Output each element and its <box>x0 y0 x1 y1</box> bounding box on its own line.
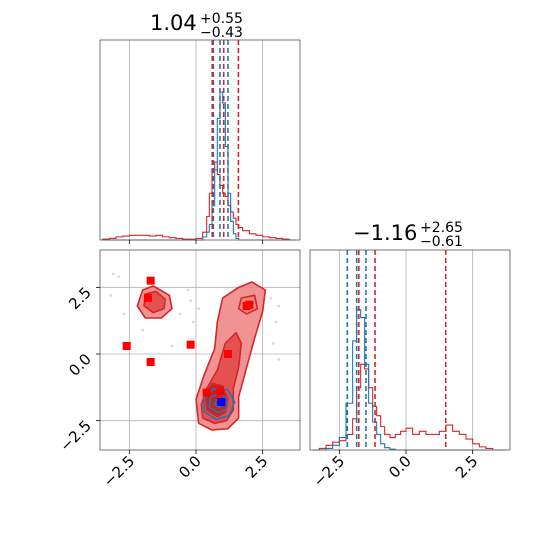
joint-red-square-2 <box>122 342 131 350</box>
joint-scatter-point-4 <box>178 312 182 316</box>
joint-scatter-point-12 <box>109 293 113 297</box>
joint-red-square-1 <box>144 294 152 302</box>
joint-scatter-point-7 <box>274 320 278 324</box>
joint-scatter-point-5 <box>191 320 195 324</box>
param2-xtick-label-2: 2.5 <box>452 452 482 482</box>
title-param1: 1.04 +0.55 −0.43 <box>150 8 248 41</box>
marginal-panel-param2: −2.5 0.0 2.5 <box>309 249 511 491</box>
joint-scatter-point-6 <box>277 304 281 308</box>
joint-ytick-label-1: 0.0 <box>65 350 95 380</box>
joint-scatter-point-15 <box>269 296 273 300</box>
param1-border <box>99 39 301 241</box>
joint-red-square-4 <box>186 340 195 349</box>
joint-blue-contour-1 <box>208 393 229 414</box>
joint-xtick-label-1: 0.0 <box>175 452 205 482</box>
joint-ytick-label-2: 2.5 <box>65 283 95 313</box>
joint-red-square-3 <box>146 358 155 366</box>
joint-panel: −2.5 0.0 2.5 −2.5 0.0 2.5 <box>56 249 301 491</box>
marginal-panel-param1 <box>99 39 301 244</box>
joint-ytick-label-0: −2.5 <box>56 417 94 455</box>
joint-scatter-point-2 <box>186 288 190 292</box>
joint-scatter-point-10 <box>170 344 174 348</box>
joint-red-square-0 <box>146 276 155 285</box>
joint-blue-contour-0 <box>203 387 236 421</box>
joint-scatter-point-8 <box>271 341 275 345</box>
joint-scatter-point-3 <box>189 299 193 303</box>
joint-scatter-point-11 <box>277 357 281 361</box>
joint-red-square-7 <box>202 388 211 397</box>
title-param2: −1.16 +2.65 −0.61 <box>353 217 468 250</box>
joint-scatter-point-13 <box>122 312 126 316</box>
joint-scatter-point-0 <box>111 272 115 276</box>
joint-red-square-9 <box>224 350 232 358</box>
joint-xtick-label-0: −2.5 <box>100 452 138 490</box>
param2-xtick-label-0: −2.5 <box>310 452 348 490</box>
joint-scatter-point-14 <box>197 307 201 311</box>
joint-blue-square-0 <box>217 398 226 406</box>
joint-red-square-8 <box>216 387 224 396</box>
joint-xtick-label-2: 2.5 <box>242 452 272 482</box>
param2-border <box>309 249 511 451</box>
joint-scatter-point-9 <box>141 328 145 332</box>
joint-red-square-6 <box>242 302 251 310</box>
param2-red-hist <box>312 363 506 451</box>
param2-xtick-label-1: 0.0 <box>385 452 415 482</box>
joint-scatter-point-1 <box>117 275 121 279</box>
param1-red-hist <box>102 161 296 241</box>
joint-border <box>99 249 301 451</box>
